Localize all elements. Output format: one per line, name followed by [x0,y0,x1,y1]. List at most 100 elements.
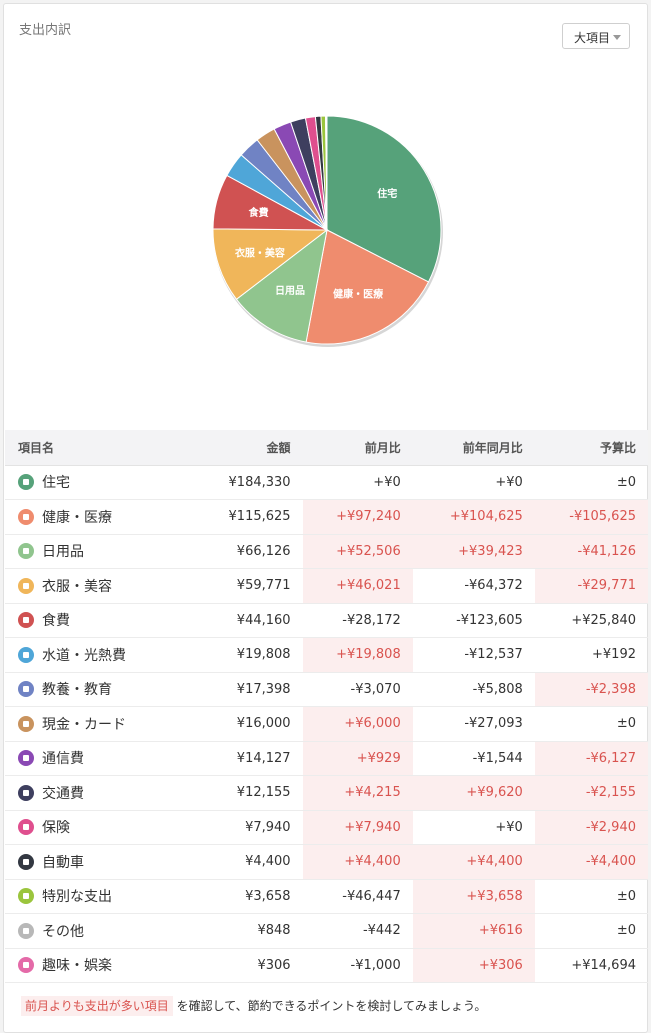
category-name-cell: 水道・光熱費 [5,638,196,673]
card-title: 支出内訳 [19,19,71,38]
amount-cell: ¥115,625 [196,500,302,535]
budget-cell: -¥4,400 [535,845,648,880]
brush-icon [18,543,34,559]
budget-cell: ±0 [535,707,648,742]
train-icon [18,785,34,801]
pie-slice-label: 食費 [248,206,269,219]
pie-slice-label: 衣服・美容 [235,246,285,259]
category-name[interactable]: 自動車 [42,855,84,871]
table-row[interactable]: 保険¥7,940+¥7,940+¥0-¥2,940 [5,810,648,845]
table-row[interactable]: 食費¥44,160-¥28,172-¥123,605+¥25,840 [5,603,648,638]
budget-cell: +¥192 [535,638,648,673]
yoy-cell: -¥123,605 [413,603,535,638]
category-name-cell: 特別な支出 [5,879,196,914]
category-name-cell: 健康・医療 [5,500,196,535]
category-name[interactable]: 通信費 [42,751,84,767]
category-name-cell: 現金・カード [5,707,196,742]
car-icon [18,854,34,870]
table-row[interactable]: その他¥848-¥442+¥616±0 [5,914,648,949]
category-name-cell: 衣服・美容 [5,569,196,604]
category-name[interactable]: 衣服・美容 [42,579,112,595]
header-amount[interactable]: 金額 [196,430,302,465]
category-name[interactable]: 特別な支出 [42,889,112,905]
category-name[interactable]: 趣味・娯楽 [42,958,112,974]
book-icon [18,681,34,697]
table-header-row: 項目名 金額 前月比 前年同月比 予算比 [5,430,648,465]
yoy-cell: +¥9,620 [413,776,535,811]
pie-slice-label: 健康・医療 [333,287,383,300]
mom-cell: +¥4,215 [303,776,413,811]
pie-slice-label: 日用品 [275,285,305,297]
star-icon [18,957,34,973]
budget-cell: -¥2,940 [535,810,648,845]
amount-cell: ¥3,658 [196,879,302,914]
table-row[interactable]: 水道・光熱費¥19,808+¥19,808-¥12,537+¥192 [5,638,648,673]
footer-note: 前月よりも支出が多い項目 を確認して、節約できるポイントを検討してみましょう。 [21,997,486,1014]
amount-cell: ¥7,940 [196,810,302,845]
mom-cell: -¥3,070 [303,672,413,707]
mom-cell: +¥6,000 [303,707,413,742]
amount-cell: ¥306 [196,948,302,983]
category-name[interactable]: 日用品 [42,544,84,560]
amount-cell: ¥14,127 [196,741,302,776]
category-level-dropdown[interactable]: 大項目 [562,23,630,49]
amount-cell: ¥848 [196,914,302,949]
budget-cell: +¥25,840 [535,603,648,638]
wallet-icon [18,716,34,732]
footer-text: を確認して、節約できるポイントを検討してみましょう。 [177,999,487,1013]
category-name[interactable]: 保険 [42,820,70,836]
category-name-cell: 日用品 [5,534,196,569]
expense-breakdown-card: 支出内訳 大項目 住宅健康・医療日用品衣服・美容食費 項目名 金額 前月比 前年… [3,3,648,1033]
mom-cell: +¥19,808 [303,638,413,673]
category-name[interactable]: 水道・光熱費 [42,648,126,664]
budget-cell: -¥6,127 [535,741,648,776]
yoy-cell: +¥39,423 [413,534,535,569]
category-name-cell: 趣味・娯楽 [5,948,196,983]
category-name[interactable]: 住宅 [42,475,70,491]
header-name[interactable]: 項目名 [5,430,196,465]
footer-highlight-tag: 前月よりも支出が多い項目 [21,996,173,1016]
table-row[interactable]: 特別な支出¥3,658-¥46,447+¥3,658±0 [5,879,648,914]
category-name[interactable]: 健康・医療 [42,510,112,526]
category-name-cell: 保険 [5,810,196,845]
ellipsis-icon [18,923,34,939]
table-row[interactable]: 健康・医療¥115,625+¥97,240+¥104,625-¥105,625 [5,500,648,535]
yoy-cell: +¥306 [413,948,535,983]
yoy-cell: +¥104,625 [413,500,535,535]
chevron-down-icon [613,35,621,40]
category-name[interactable]: 交通費 [42,786,84,802]
mom-cell: -¥442 [303,914,413,949]
budget-cell: +¥14,694 [535,948,648,983]
table-row[interactable]: 衣服・美容¥59,771+¥46,021-¥64,372-¥29,771 [5,569,648,604]
table-row[interactable]: 住宅¥184,330+¥0+¥0±0 [5,465,648,500]
table-row[interactable]: 通信費¥14,127+¥929-¥1,544-¥6,127 [5,741,648,776]
mom-cell: -¥28,172 [303,603,413,638]
budget-cell: -¥105,625 [535,500,648,535]
table-row[interactable]: 自動車¥4,400+¥4,400+¥4,400-¥4,400 [5,845,648,880]
mom-cell: +¥4,400 [303,845,413,880]
header-budget[interactable]: 予算比 [535,430,648,465]
yoy-cell: +¥0 [413,465,535,500]
header-mom[interactable]: 前月比 [303,430,413,465]
amount-cell: ¥184,330 [196,465,302,500]
category-name[interactable]: 食費 [42,613,70,629]
table-row[interactable]: 日用品¥66,126+¥52,506+¥39,423-¥41,126 [5,534,648,569]
category-name[interactable]: 教養・教育 [42,682,112,698]
table-row[interactable]: 教養・教育¥17,398-¥3,070-¥5,808-¥2,398 [5,672,648,707]
house-icon [18,474,34,490]
table-row[interactable]: 趣味・娯楽¥306-¥1,000+¥306+¥14,694 [5,948,648,983]
mom-cell: +¥929 [303,741,413,776]
category-name[interactable]: 現金・カード [42,717,126,733]
amount-cell: ¥17,398 [196,672,302,707]
budget-cell: -¥29,771 [535,569,648,604]
table-row[interactable]: 現金・カード¥16,000+¥6,000-¥27,093±0 [5,707,648,742]
mom-cell: +¥52,506 [303,534,413,569]
table-row[interactable]: 交通費¥12,155+¥4,215+¥9,620-¥2,155 [5,776,648,811]
header-yoy[interactable]: 前年同月比 [413,430,535,465]
category-name[interactable]: その他 [42,924,84,940]
category-name-cell: 自動車 [5,845,196,880]
antenna-icon [18,750,34,766]
mom-cell: +¥0 [303,465,413,500]
insurance-icon [18,819,34,835]
